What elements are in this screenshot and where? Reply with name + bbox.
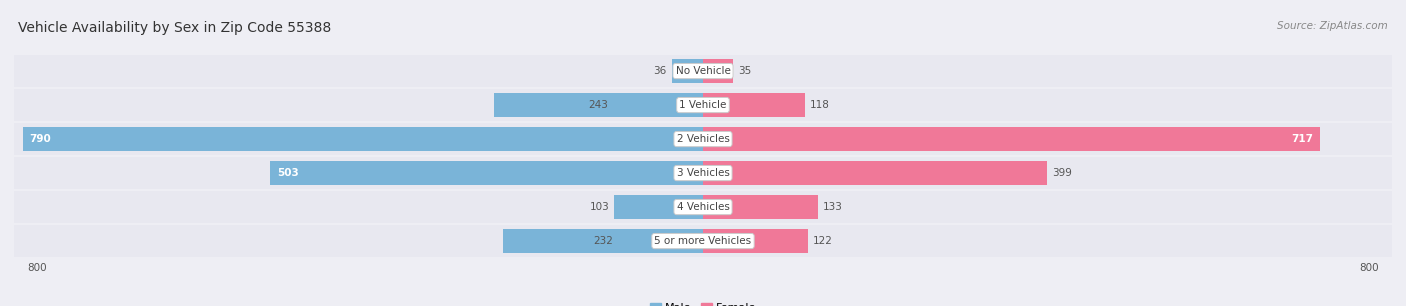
Bar (14, 192, 1392, 223)
Bar (503, 229, 703, 253)
Bar (270, 161, 703, 185)
Text: 800: 800 (1360, 263, 1379, 273)
Bar (703, 195, 817, 219)
Text: 399: 399 (1052, 168, 1071, 178)
Bar (14, 123, 1392, 155)
Text: 717: 717 (1292, 134, 1313, 144)
Bar (14, 89, 1392, 121)
Legend: Male, Female: Male, Female (645, 298, 761, 306)
Bar (672, 59, 703, 83)
Text: 5 or more Vehicles: 5 or more Vehicles (654, 236, 752, 246)
Bar (703, 127, 1320, 151)
Text: 790: 790 (30, 134, 51, 144)
Text: 243: 243 (589, 100, 609, 110)
Bar (14, 55, 1392, 87)
Bar (14, 157, 1392, 189)
Text: Source: ZipAtlas.com: Source: ZipAtlas.com (1277, 21, 1388, 32)
Text: 122: 122 (813, 236, 834, 246)
Bar (703, 161, 1046, 185)
Text: 4 Vehicles: 4 Vehicles (676, 202, 730, 212)
Bar (703, 93, 804, 117)
Text: 35: 35 (738, 66, 752, 76)
Text: Vehicle Availability by Sex in Zip Code 55388: Vehicle Availability by Sex in Zip Code … (18, 21, 332, 35)
Bar (703, 229, 808, 253)
Text: 3 Vehicles: 3 Vehicles (676, 168, 730, 178)
Bar (494, 93, 703, 117)
Bar (22, 127, 703, 151)
Text: 800: 800 (27, 263, 46, 273)
Text: 36: 36 (654, 66, 666, 76)
Text: 232: 232 (593, 236, 613, 246)
Text: 133: 133 (823, 202, 842, 212)
Text: No Vehicle: No Vehicle (675, 66, 731, 76)
Bar (14, 226, 1392, 257)
Bar (614, 195, 703, 219)
Text: 503: 503 (277, 168, 298, 178)
Text: 2 Vehicles: 2 Vehicles (676, 134, 730, 144)
Text: 103: 103 (589, 202, 609, 212)
Text: 118: 118 (810, 100, 830, 110)
Bar (703, 59, 733, 83)
Text: 1 Vehicle: 1 Vehicle (679, 100, 727, 110)
